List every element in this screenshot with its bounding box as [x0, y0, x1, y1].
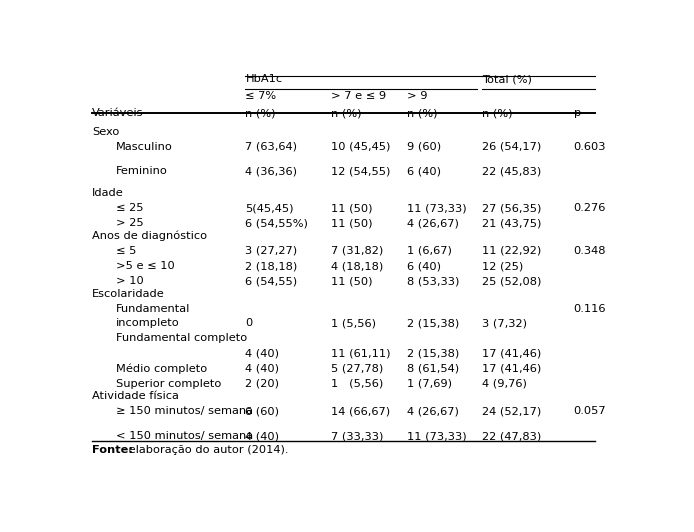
Text: 2 (20): 2 (20)	[246, 379, 280, 389]
Text: 17 (41,46): 17 (41,46)	[482, 348, 541, 359]
Text: ≤ 25: ≤ 25	[117, 203, 144, 213]
Text: 4 (40): 4 (40)	[246, 348, 280, 359]
Text: 6 (40): 6 (40)	[407, 167, 441, 176]
Text: 3 (27,27): 3 (27,27)	[246, 246, 298, 256]
Text: 22 (47,83): 22 (47,83)	[482, 431, 541, 441]
Text: ≥ 150 minutos/ semana: ≥ 150 minutos/ semana	[117, 406, 253, 417]
Text: 12 (25): 12 (25)	[482, 261, 523, 271]
Text: 11 (61,11): 11 (61,11)	[332, 348, 391, 359]
Text: Idade: Idade	[92, 188, 124, 198]
Text: n (%): n (%)	[407, 109, 437, 119]
Text: HbA1c: HbA1c	[246, 74, 282, 84]
Text: 0.116: 0.116	[573, 304, 606, 314]
Text: p: p	[573, 109, 581, 119]
Text: Escolaridade: Escolaridade	[92, 288, 165, 298]
Text: n (%): n (%)	[246, 109, 276, 119]
Text: 24 (52,17): 24 (52,17)	[482, 406, 541, 417]
Text: 2 (15,38): 2 (15,38)	[407, 348, 459, 359]
Text: n (%): n (%)	[332, 109, 362, 119]
Text: ≤ 7%: ≤ 7%	[246, 92, 276, 101]
Text: 7 (31,82): 7 (31,82)	[332, 246, 384, 256]
Text: 21 (43,75): 21 (43,75)	[482, 219, 541, 228]
Text: 3 (7,32): 3 (7,32)	[482, 318, 527, 328]
Text: Fundamental completo: Fundamental completo	[117, 334, 248, 344]
Text: Médio completo: Médio completo	[117, 364, 208, 375]
Text: 8 (61,54): 8 (61,54)	[407, 364, 459, 374]
Text: 0.603: 0.603	[573, 142, 606, 152]
Text: 6 (60): 6 (60)	[246, 406, 280, 417]
Text: 26 (54,17): 26 (54,17)	[482, 142, 541, 152]
Text: elaboração do autor (2014).: elaboração do autor (2014).	[126, 445, 289, 455]
Text: 9 (60): 9 (60)	[407, 142, 441, 152]
Text: 1   (5,56): 1 (5,56)	[332, 379, 384, 389]
Text: 11 (73,33): 11 (73,33)	[407, 431, 466, 441]
Text: Atividade física: Atividade física	[92, 392, 179, 401]
Text: Sexo: Sexo	[92, 127, 119, 137]
Text: > 7 e ≤ 9: > 7 e ≤ 9	[332, 92, 387, 101]
Text: 0.348: 0.348	[573, 246, 606, 256]
Text: 4 (26,67): 4 (26,67)	[407, 219, 459, 228]
Text: 4 (9,76): 4 (9,76)	[482, 379, 527, 389]
Text: > 9: > 9	[407, 92, 428, 101]
Text: 11 (50): 11 (50)	[332, 219, 373, 228]
Text: Fundamental: Fundamental	[117, 304, 191, 314]
Text: Total (%): Total (%)	[482, 74, 532, 84]
Text: 4 (18,18): 4 (18,18)	[332, 261, 384, 271]
Text: 1 (5,56): 1 (5,56)	[332, 318, 376, 328]
Text: 14 (66,67): 14 (66,67)	[332, 406, 391, 417]
Text: 27 (56,35): 27 (56,35)	[482, 203, 541, 213]
Text: 4 (40): 4 (40)	[246, 364, 280, 374]
Text: 25 (52,08): 25 (52,08)	[482, 276, 541, 286]
Text: n (%): n (%)	[482, 109, 513, 119]
Text: 1 (7,69): 1 (7,69)	[407, 379, 452, 389]
Text: ≤ 5: ≤ 5	[117, 246, 137, 256]
Text: 0.057: 0.057	[573, 406, 606, 417]
Text: 1 (6,67): 1 (6,67)	[407, 246, 452, 256]
Text: Masculino: Masculino	[117, 142, 174, 152]
Text: 0: 0	[246, 318, 253, 328]
Text: Variáveis: Variáveis	[92, 109, 144, 119]
Text: 4 (40): 4 (40)	[246, 431, 280, 441]
Text: 6 (54,55%): 6 (54,55%)	[246, 219, 308, 228]
Text: 12 (54,55): 12 (54,55)	[332, 167, 391, 176]
Text: 11 (22,92): 11 (22,92)	[482, 246, 541, 256]
Text: 0.276: 0.276	[573, 203, 606, 213]
Text: > 10: > 10	[117, 276, 144, 286]
Text: Fonte:: Fonte:	[92, 445, 133, 455]
Text: 6 (40): 6 (40)	[407, 261, 441, 271]
Text: 10 (45,45): 10 (45,45)	[332, 142, 391, 152]
Text: 4 (36,36): 4 (36,36)	[246, 167, 298, 176]
Text: 17 (41,46): 17 (41,46)	[482, 364, 541, 374]
Text: Superior completo: Superior completo	[117, 379, 221, 389]
Text: 5 (27,78): 5 (27,78)	[332, 364, 384, 374]
Text: Anos de diagnóstico: Anos de diagnóstico	[92, 231, 208, 242]
Text: 8 (53,33): 8 (53,33)	[407, 276, 459, 286]
Text: < 150 minutos/ semana: < 150 minutos/ semana	[117, 431, 253, 441]
Text: 2 (15,38): 2 (15,38)	[407, 318, 459, 328]
Text: > 25: > 25	[117, 219, 144, 228]
Text: 11 (50): 11 (50)	[332, 203, 373, 213]
Text: 11 (73,33): 11 (73,33)	[407, 203, 466, 213]
Text: 7 (63,64): 7 (63,64)	[246, 142, 298, 152]
Text: Feminino: Feminino	[117, 167, 168, 176]
Text: 2 (18,18): 2 (18,18)	[246, 261, 298, 271]
Text: 11 (50): 11 (50)	[332, 276, 373, 286]
Text: 5(45,45): 5(45,45)	[246, 203, 294, 213]
Text: >5 e ≤ 10: >5 e ≤ 10	[117, 261, 175, 271]
Text: 7 (33,33): 7 (33,33)	[332, 431, 384, 441]
Text: 22 (45,83): 22 (45,83)	[482, 167, 541, 176]
Text: 6 (54,55): 6 (54,55)	[246, 276, 298, 286]
Text: incompleto: incompleto	[117, 318, 180, 328]
Text: 4 (26,67): 4 (26,67)	[407, 406, 459, 417]
